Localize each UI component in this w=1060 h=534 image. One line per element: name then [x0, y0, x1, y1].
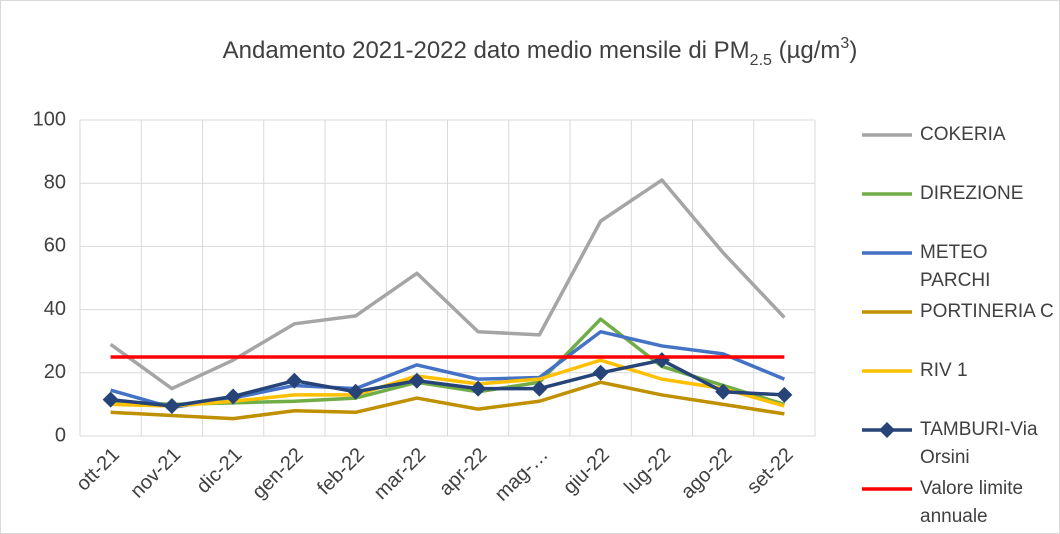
y-tick-label: 40 [44, 298, 66, 320]
legend-label: COKERIA [920, 124, 1006, 145]
x-tick-label: mar-22 [370, 444, 430, 504]
y-tick-label: 80 [44, 171, 66, 193]
point-marker [592, 364, 609, 381]
title-part: 3 [840, 35, 849, 52]
point-marker [776, 386, 793, 403]
legend-label: PORTINERIA C [920, 301, 1054, 322]
series-line [110, 380, 785, 421]
legend-label: DIREZIONE [920, 183, 1024, 204]
x-tick-label: ott-21 [72, 444, 124, 496]
point-marker [715, 383, 732, 400]
x-tick-label: ago-22 [677, 444, 737, 504]
point-marker [531, 380, 548, 397]
title-part: 2.5 [750, 52, 772, 69]
x-tick-label: giu-22 [559, 444, 614, 499]
y-tick-label: 0 [55, 424, 66, 446]
x-tick-label: set-22 [743, 444, 798, 499]
point-marker [408, 372, 425, 389]
x-tick-label: gen-22 [248, 444, 308, 504]
x-tick-label: mag-… [491, 444, 553, 506]
y-tick-label: 60 [44, 235, 66, 257]
point-marker [225, 388, 242, 405]
x-tick-label: nov-21 [126, 444, 185, 503]
legend-label: RIV 1 [920, 360, 968, 381]
x-tick-label: lug-22 [620, 444, 675, 499]
title-part: Andamento 2021-2022 dato medio mensile d… [223, 37, 750, 64]
x-tick-label: dic-21 [192, 444, 246, 498]
y-tick-label: 100 [33, 108, 66, 130]
point-marker [102, 391, 119, 408]
point-marker [347, 383, 364, 400]
y-tick-label: 20 [44, 361, 66, 383]
title-part: (µg/m [772, 37, 841, 64]
point-marker [286, 372, 303, 389]
legend-marker [879, 422, 895, 438]
legend-label: METEO PARCHI [920, 242, 991, 291]
series-line [109, 178, 786, 391]
legend-label: Valore limite annuale [920, 478, 1024, 527]
point-marker [163, 397, 180, 414]
chart-title: Andamento 2021-2022 dato medio mensile d… [223, 35, 858, 69]
x-tick-label: feb-22 [313, 444, 369, 500]
title-part: ) [849, 37, 857, 64]
point-marker [470, 380, 487, 397]
point-marker [653, 352, 670, 369]
legend-label: TAMBURI-Via Orsini [920, 419, 1038, 468]
series-line [110, 358, 785, 408]
series-line [110, 358, 785, 408]
x-tick-label: apr-22 [435, 444, 491, 500]
